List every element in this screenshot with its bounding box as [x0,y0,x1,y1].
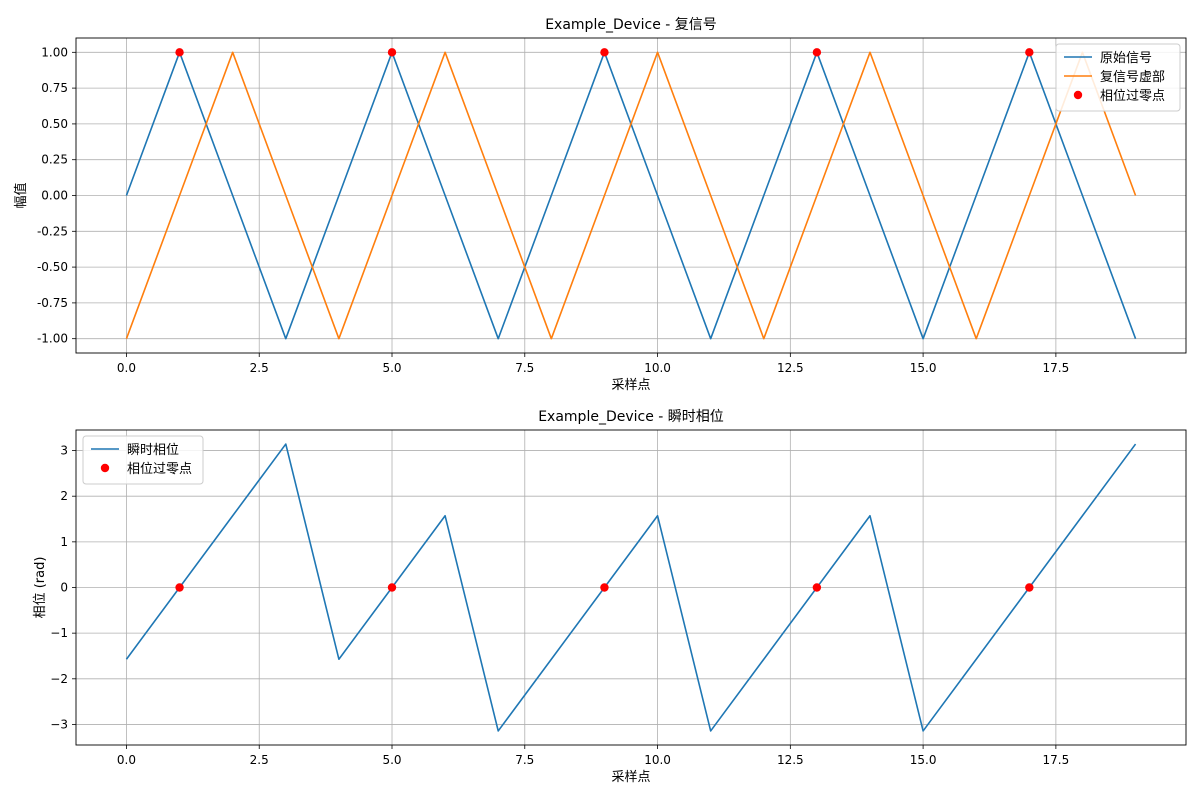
y-tick-label: -0.25 [37,224,68,238]
scatter-point [1025,48,1034,57]
x-tick-label: 10.0 [644,361,671,375]
y-tick-label: −2 [50,672,68,686]
y-tick-label: -1.00 [37,332,68,346]
scatter-point [600,583,609,592]
x-tick-label: 12.5 [777,753,804,767]
y-axis-label: 相位 (rad) [33,557,48,619]
scatter-point [1025,583,1034,592]
chart-title: Example_Device - 复信号 [545,16,717,33]
y-tick-label: 2 [60,489,68,503]
scatter-point [387,48,397,57]
x-tick-label: 5.0 [382,753,401,767]
x-axis-label: 采样点 [611,770,650,785]
series-line-1 [125,443,1137,732]
y-tick-label: −1 [50,626,68,640]
legend-box [1055,43,1181,112]
x-tick-label: 17.5 [1043,753,1070,767]
y-tick-label: -0.75 [37,296,68,310]
scatter-point [175,583,184,592]
x-tick-label: 0.0 [117,753,136,767]
y-axis-label: 幅值 [13,182,29,208]
y-tick-label: 3 [60,444,68,458]
legend-box [82,435,204,485]
x-tick-label: 15.0 [910,753,937,767]
legend-label: 复信号虚部 [1100,70,1165,85]
scatter-point [812,583,822,592]
legend-label: 原始信号 [1100,51,1152,66]
y-tick-label: 0.50 [41,117,68,131]
x-tick-label: 0.0 [117,361,136,375]
x-tick-label: 7.5 [515,361,534,375]
y-tick-label: −3 [50,717,68,731]
legend-label: 相位过零点 [127,462,192,477]
y-tick-label: -0.50 [37,260,68,274]
y-tick-label: 1.00 [41,45,68,59]
legend-label: 瞬时相位 [127,443,179,458]
x-tick-label: 5.0 [382,361,401,375]
x-tick-label: 17.5 [1043,361,1070,375]
legend-marker-swatch [1073,90,1083,100]
x-tick-label: 2.5 [250,753,269,767]
scatter-point [175,48,184,57]
y-tick-label: 0.00 [41,189,68,203]
scatter-point [600,48,609,57]
legend-marker-swatch [100,463,110,473]
y-tick-label: 0 [60,581,68,595]
chart-title: Example_Device - 瞬时相位 [538,409,724,425]
chart-2: 0.0 2.5 5.0 7.5 10.0 12.5 15.0 17.5 3 2 1 0 −1 −2 −3 Ex… [33,409,1187,785]
x-tick-label: 7.5 [515,753,534,767]
series-line-2 [125,51,1137,340]
y-tick-label: 0.25 [41,153,68,167]
x-tick-label: 15.0 [910,361,937,375]
x-tick-label: 12.5 [777,361,804,375]
x-tick-label: 10.0 [644,753,671,767]
scatter-point [387,583,397,592]
chart-1: 0.0 2.5 5.0 7.5 10.0 12.5 15.0 17.5 1.00 0.75 0.50… [13,16,1187,393]
legend-label: 相位过零点 [1100,89,1165,104]
y-tick-label: 0.75 [41,81,68,95]
x-tick-label: 2.5 [250,361,269,375]
y-tick-label: 1 [60,535,68,549]
x-axis-label: 采样点 [611,378,650,393]
scatter-point [812,48,822,57]
